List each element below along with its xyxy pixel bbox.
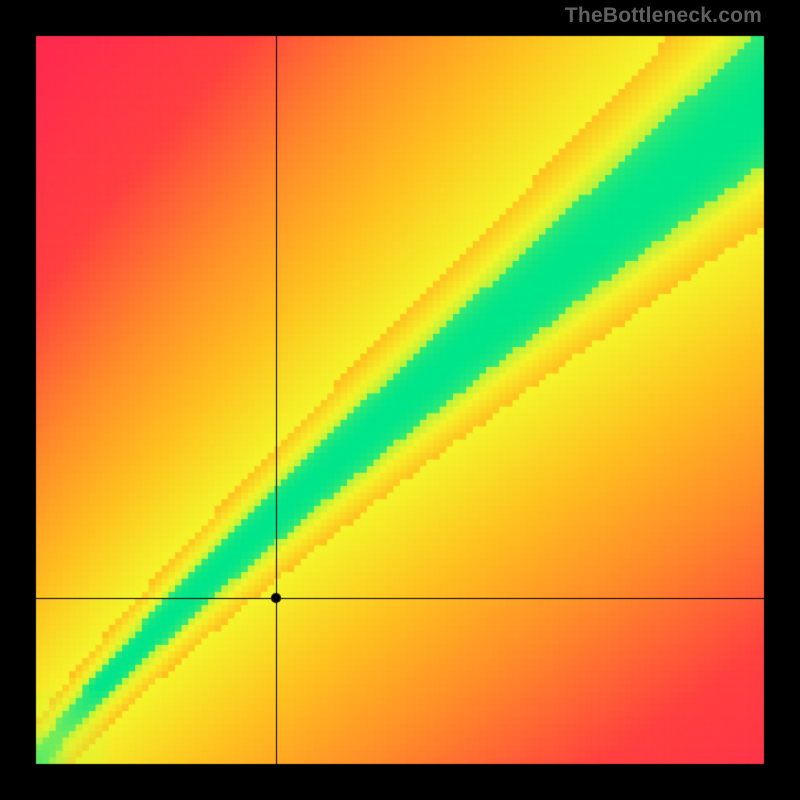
chart-container: TheBottleneck.com — [0, 0, 800, 800]
heatmap-canvas — [0, 0, 800, 800]
watermark-label: TheBottleneck.com — [565, 4, 762, 28]
